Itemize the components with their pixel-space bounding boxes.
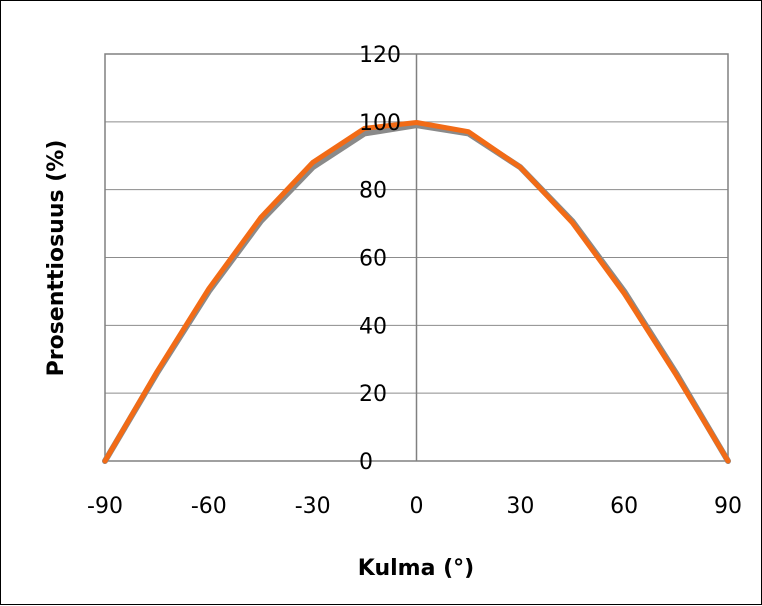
y-tick-label: 0	[359, 450, 373, 475]
x-tick-label: 90	[714, 494, 742, 519]
x-tick-label: 0	[410, 494, 424, 519]
y-tick-label: 120	[359, 43, 401, 68]
y-tick-label: 20	[359, 382, 387, 407]
x-tick-label: -30	[295, 494, 331, 519]
x-tick-label: -90	[87, 494, 123, 519]
y-tick-label: 100	[359, 111, 401, 136]
series-line-2	[102, 120, 731, 464]
series-layer	[102, 120, 731, 464]
x-tick-label: 60	[610, 494, 638, 519]
x-tick-labels: -90 -60 -30 0 30 60 90	[87, 494, 742, 519]
y-tick-label: 80	[359, 179, 387, 204]
y-axis-title: Prosenttiosuus (%)	[44, 140, 69, 377]
x-tick-label: -60	[191, 494, 227, 519]
y-tick-labels: 0 20 40 60 80 100 120	[359, 43, 401, 475]
x-tick-label: 30	[506, 494, 534, 519]
y-tick-label: 60	[359, 247, 387, 272]
x-axis-title: Kulma (°)	[358, 556, 474, 581]
y-tick-label: 40	[359, 314, 387, 339]
